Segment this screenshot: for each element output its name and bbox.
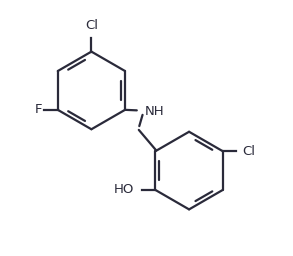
Text: F: F <box>35 103 42 116</box>
Text: HO: HO <box>114 184 134 197</box>
Text: NH: NH <box>144 105 164 118</box>
Text: Cl: Cl <box>242 145 255 158</box>
Text: Cl: Cl <box>85 19 98 31</box>
